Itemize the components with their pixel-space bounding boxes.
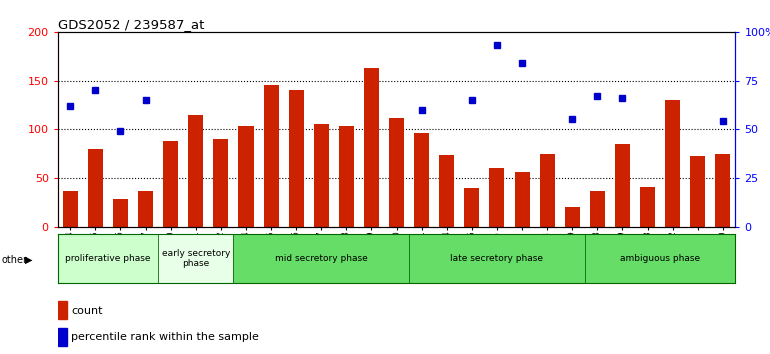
Bar [58, 234, 158, 283]
Text: ▶: ▶ [25, 255, 32, 265]
Bar [615, 144, 630, 227]
Bar [88, 149, 103, 227]
Bar [490, 168, 504, 227]
Text: percentile rank within the sample: percentile rank within the sample [72, 332, 259, 342]
Bar [590, 190, 605, 227]
Bar [514, 172, 530, 227]
Text: late secretory phase: late secretory phase [450, 254, 544, 263]
Bar [715, 154, 730, 227]
Bar [158, 234, 233, 283]
Bar [584, 234, 735, 283]
Text: early secretory
phase: early secretory phase [162, 249, 230, 268]
Bar [58, 301, 67, 319]
Bar [138, 190, 153, 227]
Text: proliferative phase: proliferative phase [65, 254, 151, 263]
Bar [564, 207, 580, 227]
Text: count: count [72, 306, 103, 316]
Bar [213, 139, 229, 227]
Text: mid secretory phase: mid secretory phase [275, 254, 367, 263]
Bar [464, 188, 480, 227]
Bar [690, 156, 705, 227]
Bar [339, 126, 354, 227]
Bar [289, 90, 303, 227]
Bar [414, 133, 429, 227]
Bar [163, 141, 178, 227]
Bar [665, 100, 680, 227]
Bar [233, 234, 409, 283]
Text: ambiguous phase: ambiguous phase [620, 254, 700, 263]
Bar [389, 118, 404, 227]
Bar [540, 154, 554, 227]
Bar [188, 115, 203, 227]
Bar [640, 187, 655, 227]
Text: other: other [2, 255, 28, 265]
Bar [364, 68, 379, 227]
Bar [113, 199, 128, 227]
Bar [239, 126, 253, 227]
Text: GDS2052 / 239587_at: GDS2052 / 239587_at [58, 18, 204, 31]
Bar [313, 124, 329, 227]
Bar [63, 190, 78, 227]
Bar [58, 328, 67, 346]
Bar [439, 155, 454, 227]
Bar [409, 234, 584, 283]
Bar [263, 85, 279, 227]
